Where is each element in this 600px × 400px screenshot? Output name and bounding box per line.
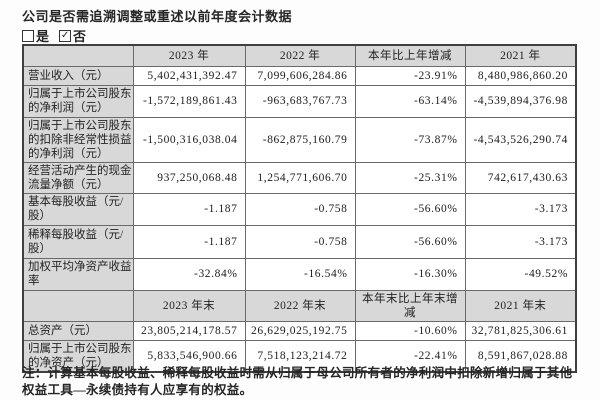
value-change: -23.91% (354, 65, 466, 86)
value-2023: 23,805,214,178.57 (132, 320, 246, 341)
value-2021: -4,539,894,376.98 (464, 84, 577, 118)
value-change: -25.31% (354, 161, 466, 194)
row-label: 基本每股收益（元/股） (22, 192, 134, 226)
table-row-weighted-avg-roe: 加权平均净资产收益率 -32.84% -16.54% -16.30% -49.5… (22, 257, 577, 291)
checkbox-yes-label: 是 (36, 29, 50, 44)
header-blank (22, 44, 134, 67)
row-label: 归属于上市公司股东的扣除非经常性损益的净利润（元） (22, 116, 134, 163)
checkbox-yes: 是 (22, 26, 49, 45)
header-2022: 2022 年 (244, 44, 356, 67)
value-2023: -1.187 (132, 192, 246, 226)
checkbox-no-box-icon: ✓ (59, 29, 72, 42)
value-2021: 32,781,825,306.61 (464, 320, 577, 341)
value-2023: -1,572,189,861.43 (132, 84, 246, 118)
checkbox-no: ✓ 否 (59, 26, 86, 45)
page-title: 公司是否需追溯调整或重述以前年度会计数据 (22, 9, 293, 24)
value-2021: -3.173 (464, 224, 577, 259)
value-2023: 937,250,068.48 (132, 161, 246, 194)
row-label: 加权平均净资产收益率 (22, 257, 134, 291)
value-2022: -0.758 (244, 192, 356, 226)
row-label: 总资产（元） (22, 320, 134, 341)
value-change: -22.41% (354, 339, 466, 373)
value-2021: -49.52% (464, 257, 577, 291)
value-change: -63.14% (354, 84, 466, 118)
row-label: 营业收入（元） (22, 65, 134, 86)
value-2022: 26,629,025,192.75 (244, 320, 356, 341)
value-2022: 7,518,123,214.72 (244, 339, 356, 373)
row-label: 归属于上市公司股东的净资产（元） (22, 339, 134, 373)
value-2023: 5,833,546,900.66 (132, 339, 246, 373)
value-2022: -16.54% (244, 257, 356, 291)
value-change: -16.30% (354, 257, 466, 291)
value-change: -56.60% (354, 192, 466, 226)
table-row-net-profit-excl-nonrecurring: 归属于上市公司股东的扣除非经常性损益的净利润（元） -1,500,316,038… (22, 116, 577, 163)
footnote: 注：计算基本每股收益、稀释每股收益时需从归属于母公司所有者的净利润中扣除新增归属… (22, 366, 573, 397)
table-header-row-yearend: 2023 年末 2022 年末 本年末比上年末增减 2021 年末 (22, 289, 577, 322)
financial-summary-table: 2023 年 2022 年 本年比上年增减 2021 年 营业收入（元） 5,4… (22, 44, 577, 373)
value-2022: -862,875,160.79 (244, 116, 356, 163)
value-2023: -1.187 (132, 224, 246, 259)
table-row-revenue: 营业收入（元） 5,402,431,392.47 7,099,606,284.8… (22, 65, 577, 86)
checkbox-no-label: 否 (73, 29, 87, 44)
value-change: -56.60% (354, 224, 466, 259)
header-2022-yearend: 2022 年末 (244, 289, 356, 322)
value-2022: -0.758 (244, 224, 356, 259)
row-label: 归属于上市公司股东的净利润（元） (22, 84, 134, 118)
value-change: -73.87% (354, 116, 466, 163)
value-change: -10.60% (354, 320, 466, 341)
value-2021: -3.173 (464, 192, 577, 226)
value-2023: 5,402,431,392.47 (132, 65, 246, 86)
value-2022: 7,099,606,284.86 (244, 65, 356, 86)
row-label: 经营活动产生的现金流量净额（元） (22, 161, 134, 194)
table-header-row-annual: 2023 年 2022 年 本年比上年增减 2021 年 (22, 44, 577, 67)
header-2023-yearend: 2023 年末 (132, 289, 246, 322)
table-row-total-assets: 总资产（元） 23,805,214,178.57 26,629,025,192.… (22, 320, 577, 341)
value-2022: -963,683,767.73 (244, 84, 356, 118)
value-2023: -32.84% (132, 257, 246, 291)
value-2021: -4,543,526,290.74 (464, 116, 577, 163)
header-2021-yearend: 2021 年末 (464, 289, 577, 322)
header-yoy-change: 本年比上年增减 (354, 44, 466, 67)
header-yearend-change: 本年末比上年末增减 (354, 289, 466, 322)
table-row-net-assets: 归属于上市公司股东的净资产（元） 5,833,546,900.66 7,518,… (22, 339, 577, 373)
header-2023: 2023 年 (132, 44, 246, 67)
value-2021: 8,591,867,028.88 (464, 339, 577, 373)
value-2022: 1,254,771,606.70 (244, 161, 356, 194)
restate-checkbox-group: 是 ✓ 否 (22, 26, 86, 45)
table-row-operating-cashflow: 经营活动产生的现金流量净额（元） 937,250,068.48 1,254,77… (22, 161, 577, 194)
header-blank (22, 289, 134, 322)
table-row-basic-eps: 基本每股收益（元/股） -1.187 -0.758 -56.60% -3.173 (22, 192, 577, 226)
value-2021: 8,480,986,860.20 (464, 65, 577, 86)
value-2023: -1,500,316,038.04 (132, 116, 246, 163)
header-2021: 2021 年 (464, 44, 577, 67)
value-2021: 742,617,430.63 (464, 161, 577, 194)
table-row-net-profit: 归属于上市公司股东的净利润（元） -1,572,189,861.43 -963,… (22, 84, 577, 118)
table-row-diluted-eps: 稀释每股收益（元/股） -1.187 -0.758 -56.60% -3.173 (22, 224, 577, 259)
checkbox-yes-box-icon (22, 29, 34, 42)
row-label: 稀释每股收益（元/股） (22, 224, 134, 259)
